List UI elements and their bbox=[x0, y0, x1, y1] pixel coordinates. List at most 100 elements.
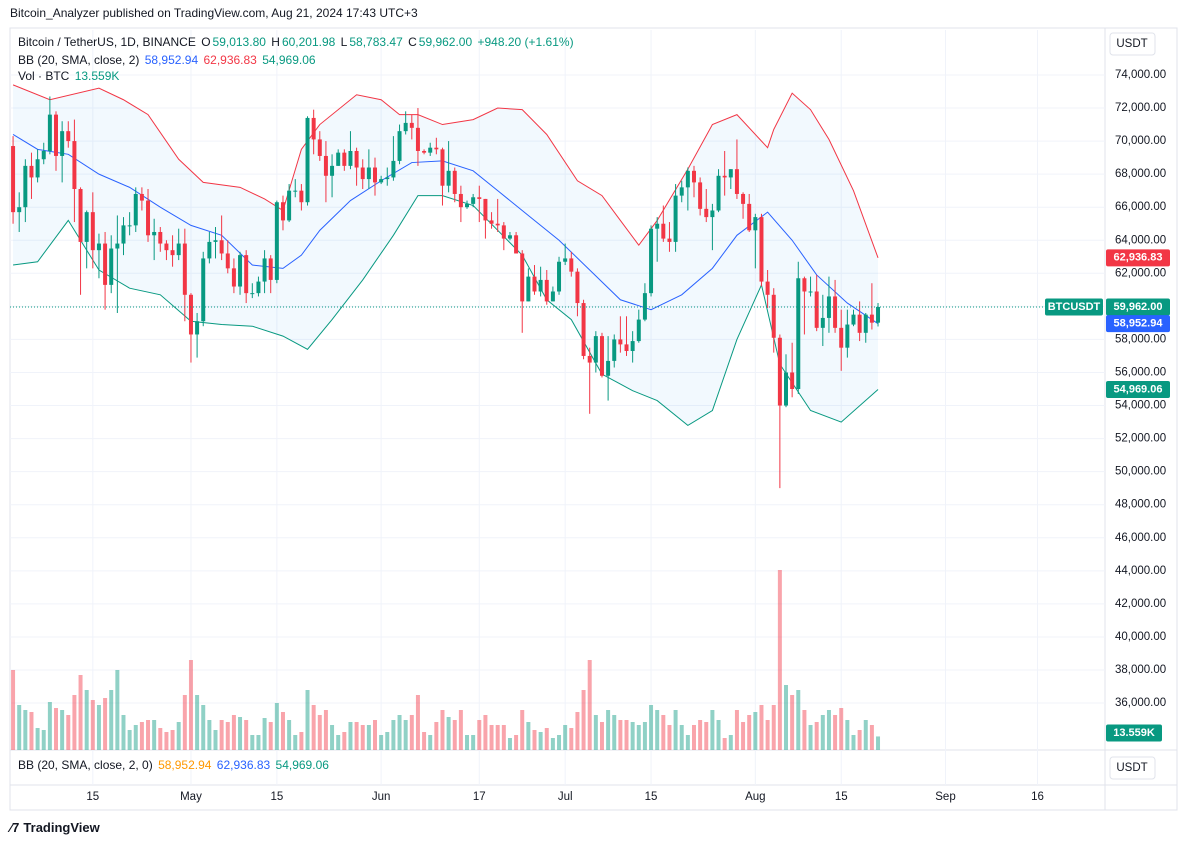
volume-bar bbox=[851, 735, 856, 750]
candle-body bbox=[379, 179, 384, 183]
band-line bbox=[12, 84, 879, 258]
volume-bar bbox=[397, 715, 402, 750]
volume-bar bbox=[495, 725, 500, 750]
frame bbox=[9, 27, 1178, 811]
volume-bar bbox=[624, 720, 629, 750]
x-tick-label: 15 bbox=[645, 791, 658, 803]
candle-body bbox=[820, 317, 825, 328]
volume-bar bbox=[195, 695, 200, 750]
volume-bar bbox=[201, 705, 206, 750]
band-badge-bg bbox=[1106, 315, 1170, 333]
symbol-line: Bitcoin / TetherUS, 1D, BINANCE O 59,013.… bbox=[18, 35, 576, 49]
candle-body bbox=[814, 291, 819, 328]
candle-body bbox=[833, 296, 838, 328]
volume-bar bbox=[814, 722, 819, 750]
volume-bar bbox=[869, 725, 874, 750]
volume-bar bbox=[489, 725, 494, 750]
volume-bar bbox=[409, 715, 414, 750]
volume-bar bbox=[415, 695, 420, 750]
ohlc-key: L bbox=[340, 35, 348, 49]
volume-bar bbox=[231, 715, 236, 750]
candle-body bbox=[704, 208, 709, 218]
candle-body bbox=[722, 175, 727, 178]
candle-body bbox=[691, 170, 696, 183]
candle-body bbox=[170, 250, 175, 256]
volume-bar bbox=[170, 730, 175, 750]
volume-bar bbox=[213, 730, 218, 750]
ohlc-value: 60,201.98 bbox=[281, 35, 336, 49]
candle-body bbox=[35, 159, 40, 178]
y-tick-label: 70,000.00 bbox=[1115, 135, 1166, 147]
candle-body bbox=[446, 170, 451, 186]
ohlc-key: C bbox=[408, 35, 417, 49]
candle-body bbox=[293, 190, 298, 192]
volume-bar bbox=[342, 732, 347, 750]
candle-body bbox=[452, 170, 457, 194]
currency: USDT bbox=[1116, 762, 1147, 774]
candle-body bbox=[802, 278, 807, 292]
candle-body bbox=[642, 293, 647, 320]
candle-body bbox=[305, 117, 310, 203]
candle-body bbox=[716, 175, 721, 211]
y-tick-label: 52,000.00 bbox=[1115, 433, 1166, 445]
candle-body bbox=[655, 223, 660, 229]
price-badge: 59,962.00 bbox=[1114, 301, 1163, 313]
lower-legend: BB (20, SMA, close, 2, 0) 58,952.94 62,9… bbox=[18, 758, 331, 772]
x-tick-label: May bbox=[180, 791, 202, 803]
candle-body bbox=[317, 139, 322, 156]
volume-bar bbox=[428, 735, 433, 750]
candle-body bbox=[409, 122, 414, 128]
candle-body bbox=[575, 271, 580, 304]
volume-bar bbox=[587, 660, 592, 750]
lower-label: BB (20, SMA, close, 2, 0) bbox=[18, 758, 153, 772]
volume-bar bbox=[538, 732, 543, 750]
volume-bar bbox=[41, 730, 46, 750]
candle-body bbox=[256, 281, 261, 294]
candle-body bbox=[354, 150, 359, 168]
candle-body bbox=[593, 336, 598, 363]
volume-bar bbox=[54, 708, 59, 750]
volume-bar bbox=[483, 715, 488, 750]
ohlc-key: H bbox=[271, 35, 280, 49]
volume-bar bbox=[121, 715, 126, 750]
candle-body bbox=[96, 243, 101, 251]
candle-body bbox=[213, 240, 218, 242]
publisher: Bitcoin_Analyzer published on TradingVie… bbox=[10, 6, 418, 20]
candle-body bbox=[606, 360, 611, 376]
volume-bar bbox=[673, 710, 678, 750]
y-tick-label: 56,000.00 bbox=[1115, 367, 1166, 379]
candle-body bbox=[391, 160, 396, 178]
candle-body bbox=[133, 193, 138, 226]
y-tick-label: 48,000.00 bbox=[1115, 499, 1166, 511]
volume-bar bbox=[808, 725, 813, 750]
x-tick-label: 17 bbox=[473, 791, 486, 803]
candle-body bbox=[851, 314, 856, 325]
band-badge: 62,936.83 bbox=[1114, 252, 1163, 264]
volume-bar bbox=[820, 715, 825, 750]
candle-body bbox=[471, 197, 476, 204]
currency: USDT bbox=[1116, 38, 1147, 50]
candle-body bbox=[72, 141, 77, 190]
volume-bar bbox=[618, 720, 623, 750]
volume-bar bbox=[532, 730, 537, 750]
candle-body bbox=[790, 372, 795, 390]
volume-bar bbox=[477, 720, 482, 750]
brand-logo: ⁄7 bbox=[10, 820, 20, 835]
volume-bar bbox=[219, 720, 224, 750]
volume-bar bbox=[17, 705, 22, 750]
band-badge: 54,969.06 bbox=[1114, 383, 1163, 395]
volume-bar bbox=[225, 722, 230, 750]
volume-bar bbox=[11, 670, 16, 750]
volume-bar bbox=[716, 720, 721, 750]
candle-body bbox=[152, 231, 157, 236]
candle-body bbox=[11, 146, 16, 213]
brand: ⁄7 TradingView bbox=[10, 820, 102, 835]
y-tick-label: 74,000.00 bbox=[1115, 69, 1166, 81]
volume-bar bbox=[287, 720, 292, 750]
candle-body bbox=[440, 149, 445, 186]
y-tick-label: 42,000.00 bbox=[1115, 598, 1166, 610]
volume-bar bbox=[771, 705, 776, 750]
candle-body bbox=[869, 314, 874, 323]
volume-bar bbox=[765, 720, 770, 750]
candle-body bbox=[348, 150, 353, 166]
